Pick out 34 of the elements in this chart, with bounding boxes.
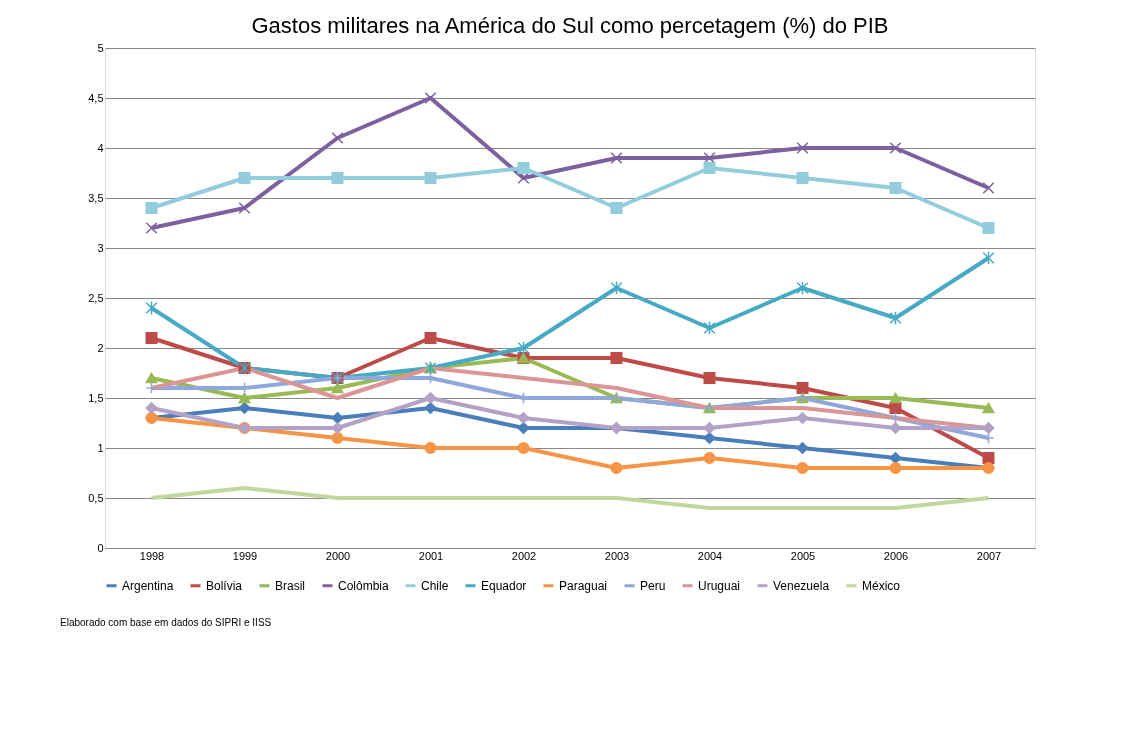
legend-label: México [862,578,901,593]
y-tick-label: 2,5 [88,291,104,304]
y-tick-label: 0 [97,541,104,554]
x-tick-label: 2002 [511,549,537,562]
x-tick-label: 2003 [604,549,630,562]
legend-label: Brasil [275,578,306,593]
legend-label: Peru [640,578,666,593]
x-tick-label: 2000 [325,549,351,562]
legend-label: Uruguai [698,578,741,593]
legend-label: Bolívia [206,578,243,593]
y-tick-label: 5 [97,41,104,54]
y-tick-label: 1 [97,441,104,454]
y-tick-label: 3,5 [88,191,104,204]
x-tick-label: 2004 [697,549,723,562]
x-tick-label: 2001 [418,549,444,562]
x-tick-label: 2006 [883,549,909,562]
y-tick-label: 3 [97,241,104,254]
y-tick-label: 2 [97,341,104,354]
chart-title: Gastos militares na América do Sul como percetagem (%) do PIB [251,13,889,38]
legend-label: Equador [481,578,527,593]
legend-label: Chile [421,578,449,593]
legend-label: Venezuela [773,578,830,593]
y-tick-label: 0,5 [88,491,104,504]
x-tick-label: 1998 [139,549,165,562]
text: Elaborado com base em dados do SIPRI e IISS [60,617,272,628]
legend-label: Colômbia [338,578,390,593]
y-tick-label: 4 [97,141,104,154]
y-tick-label: 1,5 [88,391,104,404]
x-tick-label: 1999 [232,549,258,562]
x-tick-label: 2007 [976,549,1002,562]
y-tick-label: 4,5 [88,91,104,104]
legend-label: Argentina [122,578,174,593]
legend-label: Paraguai [559,578,608,593]
x-tick-label: 2005 [790,549,816,562]
